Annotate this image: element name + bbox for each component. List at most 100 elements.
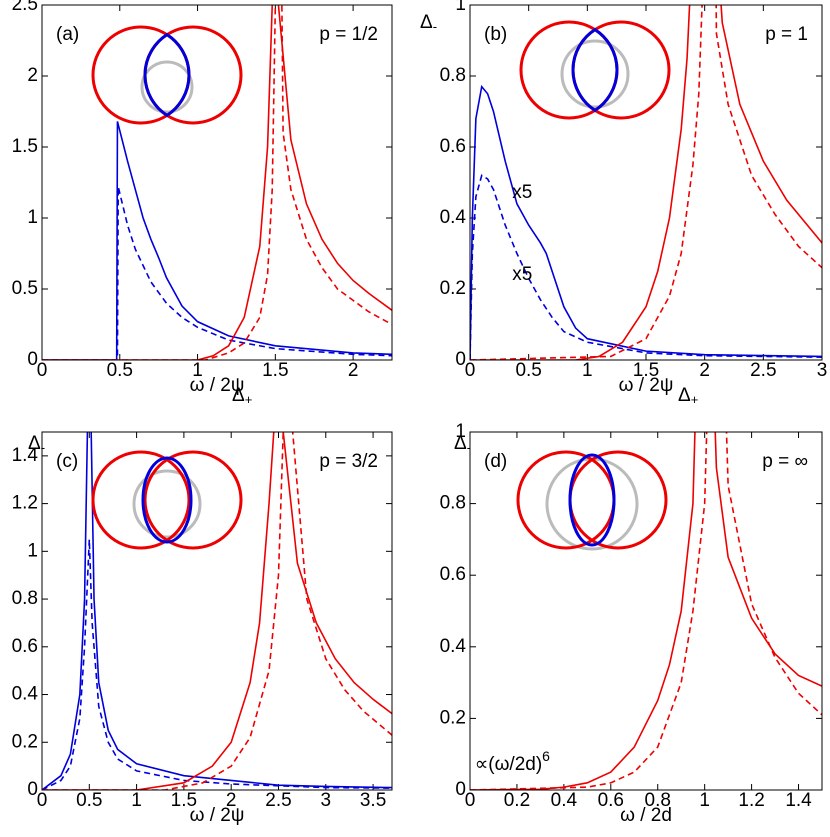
line-series: [470, 432, 822, 790]
x-tick-label: 2: [699, 360, 710, 381]
panel-label: (b): [484, 24, 507, 45]
inset-label: Δ-: [28, 433, 45, 455]
blue-shape: [143, 32, 191, 118]
y-tick-label: 1: [455, 0, 466, 15]
inset-label-sub: +: [245, 392, 253, 407]
inset-label-main: Δ: [454, 433, 467, 454]
gray-circle: [140, 60, 194, 114]
y-tick-label: 1: [27, 540, 38, 561]
annotation-text: x5: [512, 182, 532, 203]
y-tick-label: 1.4: [12, 445, 39, 466]
y-tick-label: 0.2: [12, 731, 38, 752]
x-tick-label: 1.4: [785, 790, 812, 811]
panel-label: (d): [484, 451, 507, 472]
y-tick-label: 0.5: [12, 278, 38, 299]
x-tick-label: 1: [582, 360, 593, 381]
line-series: [42, 121, 392, 360]
inset-label: Δ-: [420, 12, 437, 34]
inset: Δ-Δ+: [420, 12, 671, 120]
x-tick-label: 0.2: [504, 790, 530, 811]
x-tick-label: 1: [192, 360, 203, 381]
panel-title: p = 1/2: [319, 24, 378, 45]
inset: Δ-Δ+: [91, 25, 243, 125]
inset: Δ-Δ+: [28, 385, 252, 550]
gray-circle: [545, 457, 639, 551]
x-tick-label: 2: [226, 790, 237, 811]
x-tick-label: 0.5: [76, 790, 102, 811]
y-tick-label: 0: [455, 779, 466, 800]
line-series: [42, 186, 392, 360]
plot-area: [42, 432, 392, 790]
y-tick-label: 0.6: [440, 564, 466, 585]
x-tick-label: 2: [348, 360, 359, 381]
blue-shape: [141, 456, 193, 544]
inset-label-sub: -: [433, 19, 437, 34]
line-series: [42, 432, 392, 790]
panel-title: p = ∞: [762, 451, 808, 472]
inset-label: Δ+: [678, 385, 698, 407]
x-tick-label: 0: [37, 790, 48, 811]
x-axis-label: ω / 2ψ: [190, 805, 245, 826]
x-tick-label: 1.5: [171, 790, 197, 811]
x-tick-label: 0.5: [107, 360, 133, 381]
red-circle: [91, 450, 191, 550]
inset-label-main: Δ: [232, 385, 245, 406]
inset-label-main: Δ: [28, 433, 41, 454]
plot-area: [470, 5, 822, 360]
x-tick-label: 1: [699, 790, 710, 811]
annotation: x5: [512, 264, 532, 285]
panel-title: p = 3/2: [319, 451, 378, 472]
annotation-text: ∝(ω/2d): [475, 754, 542, 775]
panel-title: p = 1: [765, 24, 808, 45]
y-tick-label: 0.4: [12, 684, 39, 705]
line-series: [42, 432, 392, 790]
panel: 0 0.5 1 1.5 2 0 0.5 1 1.5 2 2.5 ω / 2ψ Δ-Δ+ (a) p = 1/…: [12, 0, 393, 396]
annotation-sup: 6: [542, 748, 550, 764]
line-series: [470, 432, 822, 790]
x-tick-label: 0.4: [551, 790, 578, 811]
inset-label-sub: -: [41, 440, 45, 455]
line-series: [470, 174, 822, 360]
x-tick-label: 0.8: [645, 790, 671, 811]
y-tick-label: 2.5: [12, 0, 38, 15]
plot-area: [470, 432, 822, 790]
line-series: [42, 432, 392, 790]
y-tick-label: 1: [455, 421, 466, 442]
annotation-text: x5: [512, 264, 532, 285]
line-series: [42, 5, 392, 360]
line-series: [470, 5, 822, 360]
y-tick-label: 0.2: [440, 707, 466, 728]
y-tick-label: 0.2: [440, 278, 466, 299]
inset-label-main: Δ: [678, 385, 691, 406]
panel: 0 0.2 0.4 0.6 0.8 1 1.2 1.4 0 0.2 0.4 0.6 0.8 1 ω / 2d…: [440, 385, 823, 826]
x-tick-label: 0.6: [598, 790, 624, 811]
y-tick-label: 0.6: [440, 136, 466, 157]
annotation: x5: [512, 182, 532, 203]
y-tick-label: 0.8: [12, 588, 38, 609]
plot-area: [42, 5, 392, 360]
y-tick-label: 1: [27, 207, 38, 228]
inset-label: Δ+: [232, 385, 252, 407]
x-tick-label: 2.5: [265, 790, 291, 811]
inset-label-sub: -: [467, 440, 471, 455]
x-axis-label: ω / 2ψ: [190, 375, 245, 396]
x-tick-label: 1.2: [738, 790, 764, 811]
x-tick-label: 3: [320, 790, 331, 811]
x-tick-label: 0: [465, 360, 476, 381]
panel-label: (c): [56, 451, 78, 472]
line-series: [42, 539, 392, 790]
inset: Δ-Δ+: [454, 385, 698, 551]
blue-shape: [571, 27, 619, 113]
y-tick-label: 0.6: [12, 636, 38, 657]
axes-frame: [41, 4, 393, 361]
axes-frame: [41, 431, 393, 791]
line-series: [42, 5, 392, 360]
inset-label-main: Δ: [420, 12, 433, 33]
x-tick-label: 0.5: [515, 360, 541, 381]
gray-circle: [132, 469, 202, 539]
panel: 0 0.5 1 1.5 2 2.5 3 3.5 0 0.2 0.4 0.6 0.8 1 1.2 1.4 ω / …: [12, 385, 393, 826]
line-series: [470, 84, 822, 360]
inset-label-sub: +: [691, 392, 699, 407]
y-tick-label: 0: [455, 349, 466, 370]
